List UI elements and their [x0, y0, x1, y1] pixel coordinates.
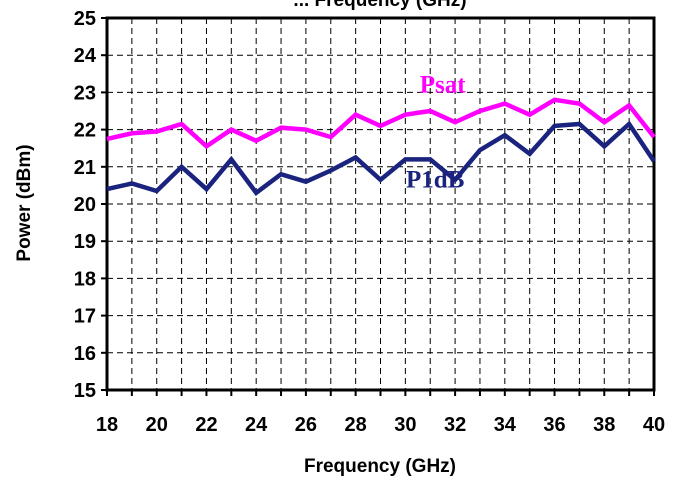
y-axis-label: Power (dBm) [14, 144, 35, 261]
x-axis-label: Frequency (GHz) [304, 456, 456, 477]
y-tick-label: 15 [74, 380, 96, 402]
annotation-psat: Psat [420, 71, 467, 98]
series [106, 97, 656, 196]
x-tick-label: 40 [643, 414, 665, 436]
x-tick-label: 24 [245, 414, 268, 436]
chart-title: ... Frequency (GHz) [293, 0, 466, 11]
y-tick-label: 20 [74, 194, 96, 216]
annotation-p1db: P1dB [406, 166, 464, 193]
x-tick-label: 26 [295, 414, 317, 436]
y-tick-label: 18 [74, 268, 96, 290]
tick-marks [101, 17, 655, 396]
y-tick-label: 16 [74, 343, 96, 365]
y-tick-label: 25 [74, 8, 96, 30]
x-tick-label: 22 [195, 414, 217, 436]
y-tick-label: 21 [74, 157, 96, 179]
grid [107, 18, 654, 390]
y-tick-label: 24 [74, 45, 97, 67]
tick-labels: 18 20 22 24 26 28 30 32 34 36 38 40 15 16 17 18 19 20 21 22… [74, 8, 665, 436]
x-tick-label: 18 [96, 414, 118, 436]
x-tick-label: 32 [444, 414, 466, 436]
y-tick-label: 23 [74, 82, 96, 104]
x-tick-label: 28 [345, 414, 367, 436]
y-tick-label: 17 [74, 306, 96, 328]
y-tick-label: 22 [74, 120, 96, 142]
x-tick-label: 36 [543, 414, 565, 436]
series-line-psat [106, 97, 656, 150]
y-tick-label: 19 [74, 231, 96, 253]
x-tick-label: 38 [593, 414, 615, 436]
x-tick-label: 20 [146, 414, 168, 436]
annotations: Psat P1dB [406, 71, 466, 193]
x-tick-label: 30 [394, 414, 416, 436]
x-tick-label: 34 [494, 414, 517, 436]
series-line-p1db [106, 120, 656, 196]
